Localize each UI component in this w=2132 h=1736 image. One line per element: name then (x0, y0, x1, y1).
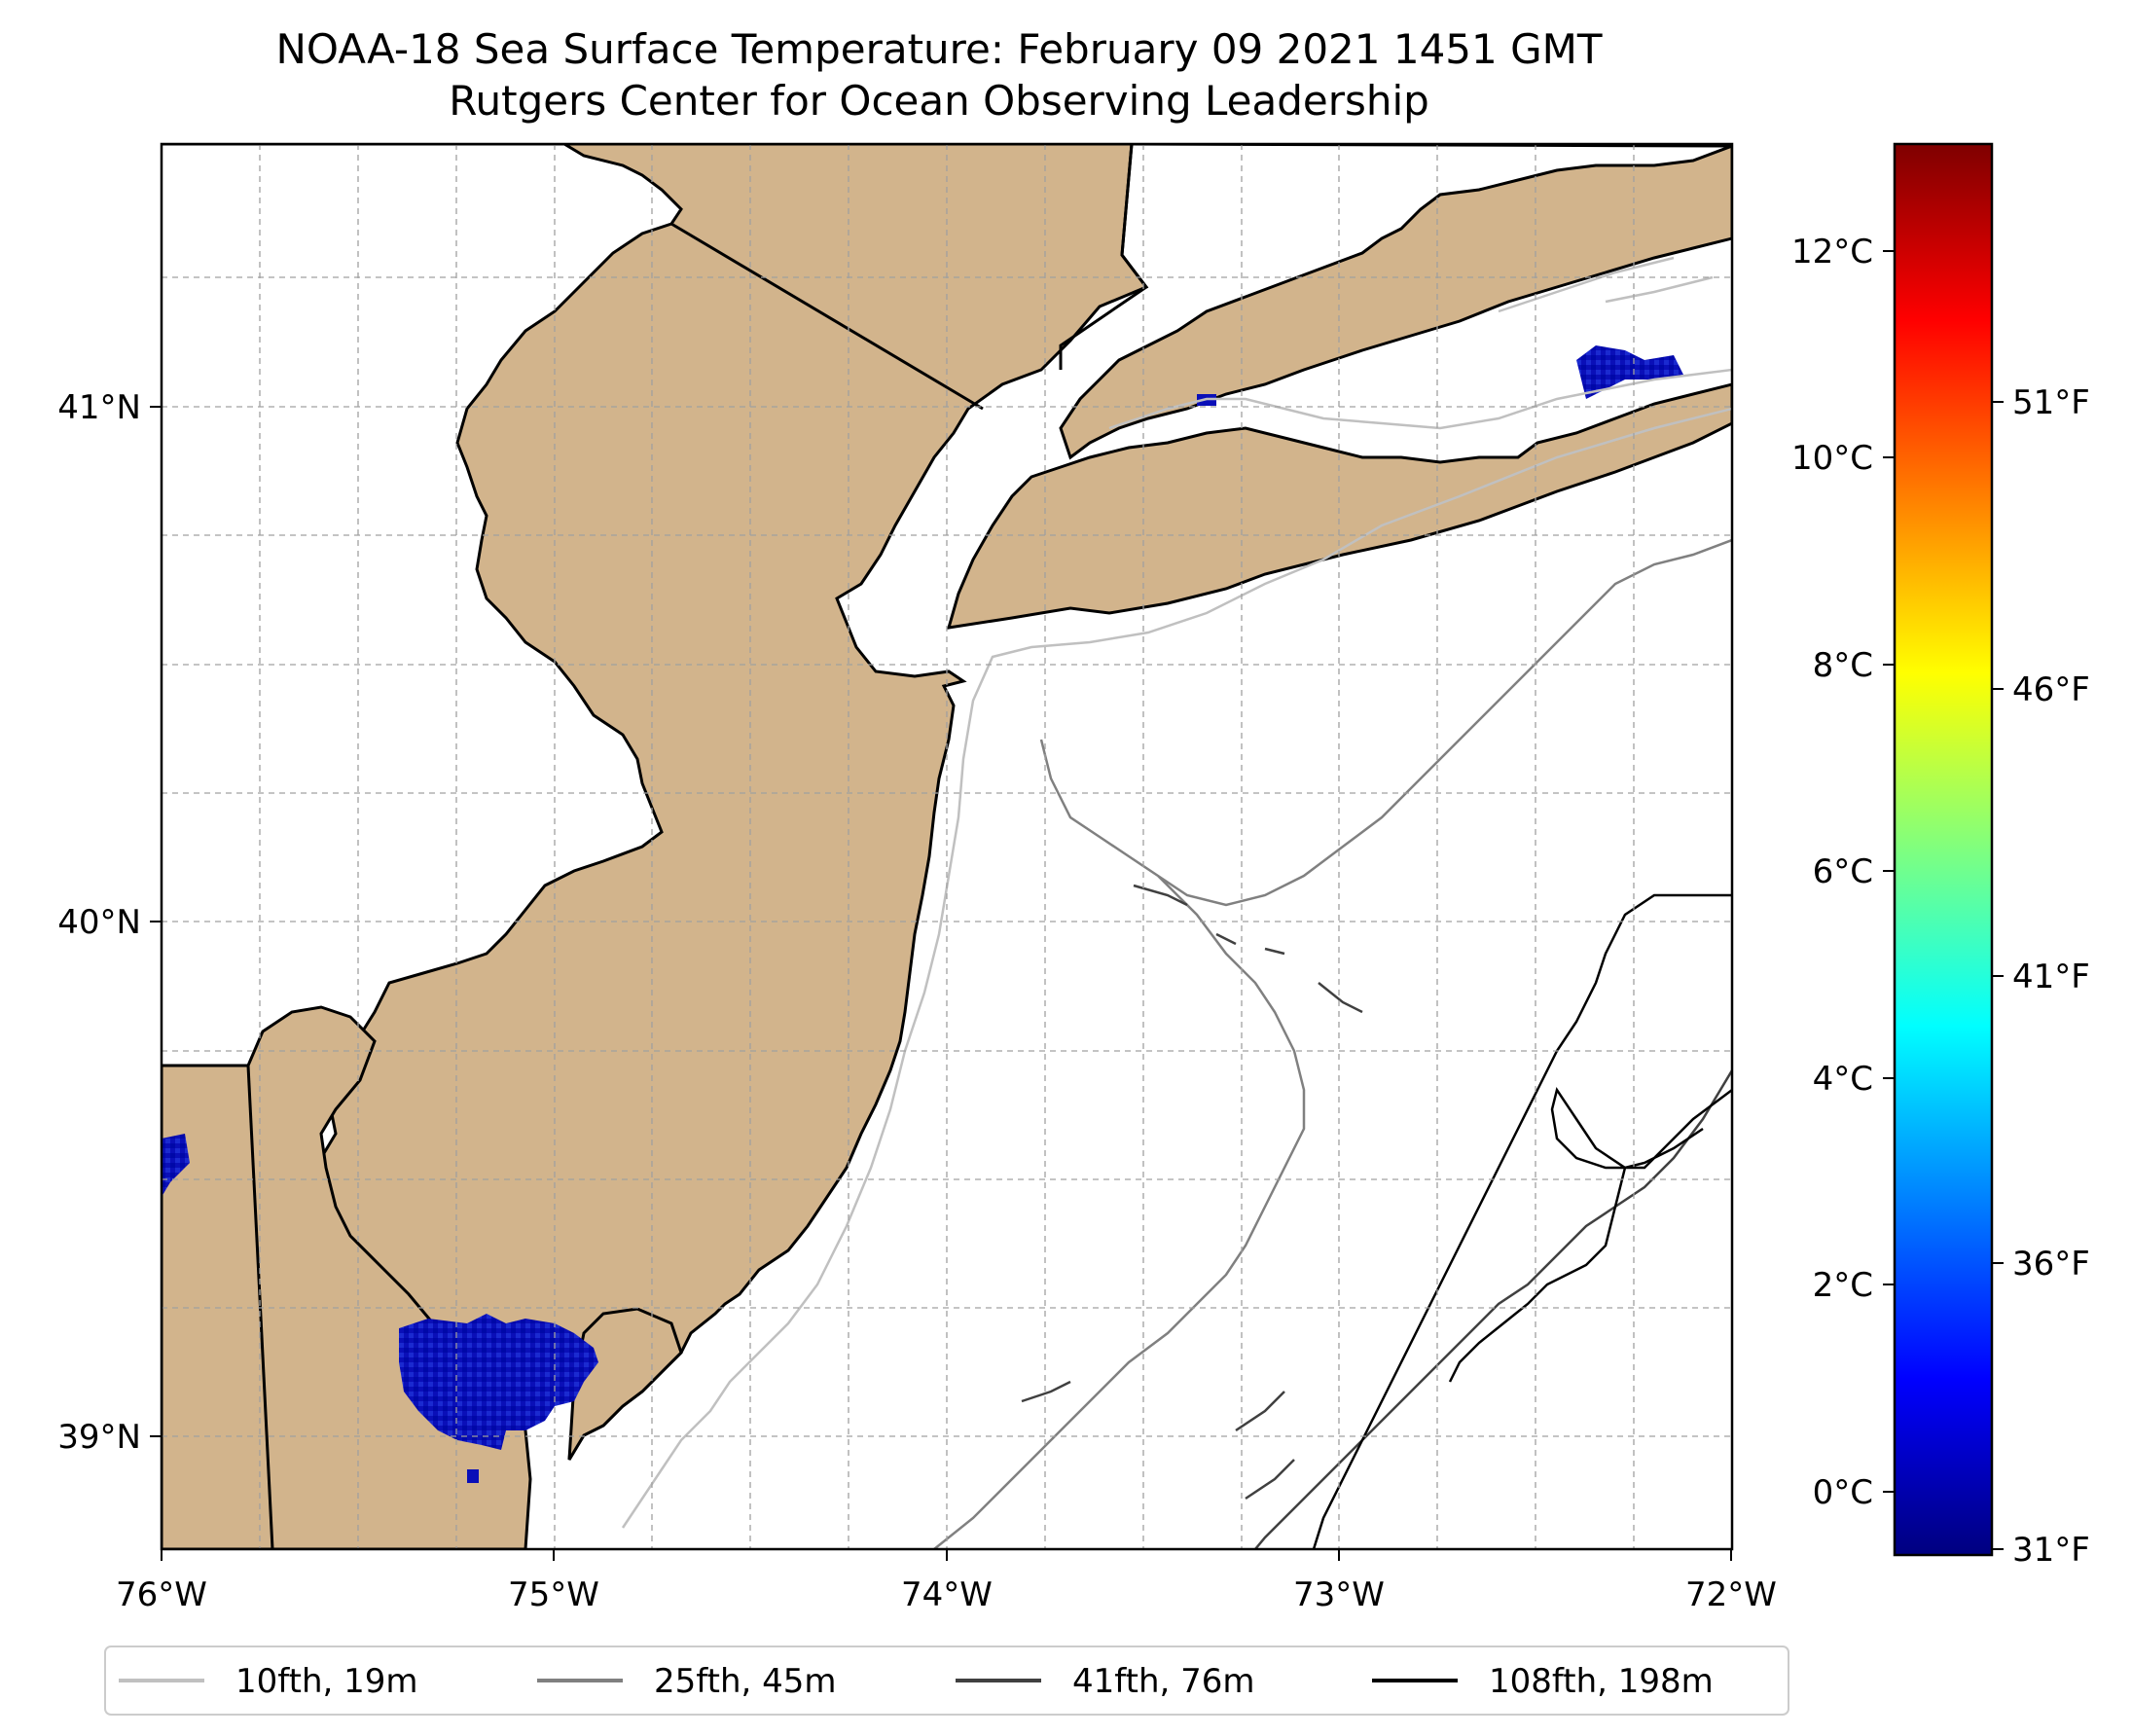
isobath-10fth (1108, 256, 1732, 430)
lat-tick-label: 40°N (57, 903, 141, 942)
isobath-108fth (1312, 893, 1732, 1549)
sst-data-long-island (1576, 345, 1683, 399)
figure-title-line1: NOAA-18 Sea Surface Temperature: Februar… (275, 25, 1602, 73)
cape-may-land (567, 1307, 683, 1461)
isobath-41fth (1254, 1069, 1732, 1549)
fahrenheit-tick-label: 41°F (2012, 958, 2090, 996)
sst-data-delaware-bay (399, 1314, 598, 1450)
lon-tick-label: 75°W (508, 1575, 599, 1614)
legend-label: 41fth, 76m (1072, 1662, 1255, 1701)
lat-tick-label: 41°N (57, 388, 141, 427)
map-grid (162, 144, 1732, 1549)
legend-label: 25fth, 45m (654, 1662, 837, 1701)
map-ticks (150, 406, 1732, 1561)
connecticut-land (1059, 144, 1732, 460)
fahrenheit-tick-label: 46°F (2012, 670, 2090, 709)
isobath-41fth (1133, 884, 1363, 1014)
isobath-25fth (933, 538, 1732, 1549)
isobath-108fth (1550, 1086, 1732, 1170)
state-border (670, 222, 984, 411)
celsius-scale (1883, 250, 1895, 1493)
lon-tick-label: 74°W (901, 1575, 993, 1614)
colorbar (1893, 142, 1994, 1557)
celsius-tick-label: 2°C (1813, 1266, 1873, 1305)
sst-data-chesapeake (162, 1134, 190, 1197)
lon-tick-label: 73°W (1293, 1575, 1385, 1614)
celsius-tick-label: 8°C (1813, 646, 1873, 685)
lat-tick-label: 39°N (57, 1418, 141, 1457)
state-border (1059, 144, 1149, 370)
map-panel (162, 144, 1732, 1549)
lon-tick-label: 76°W (116, 1575, 207, 1614)
legend-label: 10fth, 19m (235, 1662, 418, 1701)
sst-data-pixel (467, 1469, 479, 1483)
celsius-tick-label: 10°C (1791, 439, 1873, 478)
isobath-108fth (1448, 1167, 1627, 1383)
isobath-10fth (621, 407, 1732, 1529)
isobath-41fth (1021, 1380, 1295, 1501)
fahrenheit-scale (1992, 401, 2004, 1550)
celsius-tick-label: 0°C (1813, 1473, 1873, 1512)
figure-title-line2: Rutgers Center for Ocean Observing Leade… (449, 77, 1429, 125)
legend-box (104, 1646, 1789, 1716)
celsius-tick-label: 4°C (1813, 1060, 1873, 1099)
legend-label: 108fth, 198m (1489, 1662, 1714, 1701)
fahrenheit-tick-label: 51°F (2012, 383, 2090, 422)
fahrenheit-tick-label: 36°F (2012, 1245, 2090, 1284)
legend: 10fth, 19m 25fth, 45m 41fth, 76m 108fth,… (104, 1646, 1789, 1716)
fahrenheit-tick-label: 31°F (2012, 1531, 2090, 1570)
celsius-tick-label: 12°C (1791, 233, 1873, 271)
celsius-tick-label: 6°C (1813, 852, 1873, 891)
lon-tick-label: 72°W (1685, 1575, 1777, 1614)
